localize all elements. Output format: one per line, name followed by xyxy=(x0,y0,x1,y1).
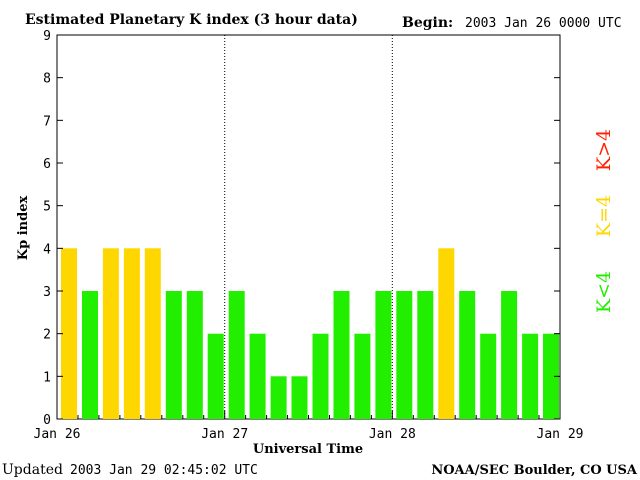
source-credit: NOAA/SEC Boulder, CO USA xyxy=(431,463,638,478)
kp-bar xyxy=(102,248,119,419)
x-tick-label: Jan 26 xyxy=(34,427,81,442)
x-tick-label: Jan 27 xyxy=(201,427,248,442)
x-axis-label: Universal Time xyxy=(253,442,363,457)
begin-value: 2003 Jan 26 0000 UTC xyxy=(465,16,622,31)
x-tick-label: Jan 29 xyxy=(537,427,584,442)
legend-below-4: K<4 xyxy=(593,271,615,313)
kp-bar xyxy=(375,291,392,419)
kp-bar xyxy=(396,291,413,419)
kp-bar xyxy=(228,291,245,419)
kp-bar xyxy=(480,333,497,419)
kp-bar xyxy=(333,291,350,419)
kp-bar xyxy=(123,248,140,419)
y-tick-label: 8 xyxy=(43,72,51,87)
kp-bar xyxy=(249,333,266,419)
kp-bar xyxy=(270,376,287,419)
y-axis-ticks: 0 1 2 3 4 5 6 7 8 9 xyxy=(43,29,560,428)
y-tick-label: 5 xyxy=(43,200,51,215)
updated-value: 2003 Jan 29 02:45:02 UTC xyxy=(70,463,258,478)
kp-bar xyxy=(522,333,539,419)
kp-bar xyxy=(291,376,308,419)
kp-bar xyxy=(82,291,98,419)
y-tick-label: 1 xyxy=(43,370,51,385)
chart-title: Estimated Planetary K index (3 hour data… xyxy=(25,12,358,28)
kp-bar xyxy=(207,333,224,419)
y-axis-label: Kp index xyxy=(16,196,31,261)
day-dividers xyxy=(224,35,393,419)
kp-bar xyxy=(61,248,77,419)
kp-bar xyxy=(144,248,161,419)
kp-bar xyxy=(417,291,434,419)
legend-above-4: K>4 xyxy=(593,129,615,171)
kp-bar xyxy=(459,291,476,419)
legend-equal-4: K=4 xyxy=(593,195,615,237)
y-tick-label: 9 xyxy=(43,29,51,44)
y-tick-label: 6 xyxy=(43,157,51,172)
kp-bar xyxy=(438,248,455,419)
kp-bar xyxy=(543,333,559,419)
updated-label: Updated xyxy=(2,462,63,478)
begin-label: Begin: xyxy=(402,15,453,31)
y-tick-label: 4 xyxy=(43,242,51,257)
x-tick-label: Jan 28 xyxy=(369,427,416,442)
kp-bar xyxy=(165,291,182,419)
y-tick-label: 7 xyxy=(43,114,51,129)
kp-bar xyxy=(312,333,329,419)
bars xyxy=(61,248,559,419)
kp-bar xyxy=(354,333,371,419)
kp-bar xyxy=(501,291,518,419)
y-tick-label: 2 xyxy=(43,328,51,343)
kp-bar xyxy=(186,291,203,419)
x-axis-ticks: Jan 26 Jan 27 Jan 28 Jan 29 xyxy=(34,411,584,442)
y-tick-label: 0 xyxy=(43,413,51,428)
y-tick-label: 3 xyxy=(43,285,51,300)
